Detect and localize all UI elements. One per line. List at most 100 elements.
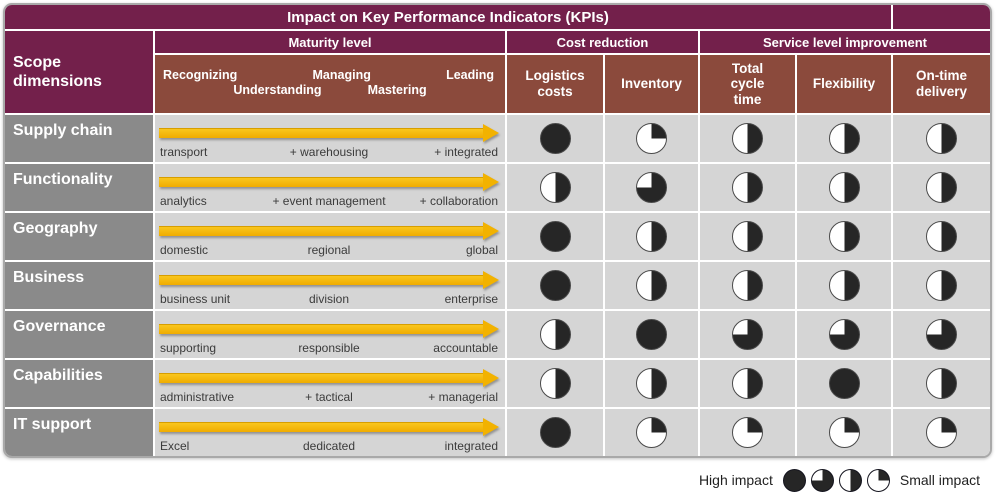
kpi-column-header-on-time-delivery: On-time delivery <box>893 55 990 113</box>
harvey-ball-50 <box>828 123 860 154</box>
scope-row-label-text: Geography <box>13 220 98 237</box>
harvey-ball-50 <box>732 123 763 154</box>
harvey-ball-50 <box>539 319 571 350</box>
kpi-impact-cell <box>507 360 603 407</box>
maturity-arrow <box>159 369 499 387</box>
stage-label-end: integrated <box>444 439 498 453</box>
harvey-ball-25 <box>636 417 667 448</box>
stage-label-start: supporting <box>160 341 217 355</box>
kpi-impact-cell <box>893 164 990 211</box>
kpi-impact-cell <box>507 409 603 456</box>
impact-legend: High impact Small impact <box>699 466 980 494</box>
maturity-level-label: Managing <box>312 68 371 82</box>
kpi-impact-cell <box>893 213 990 260</box>
kpi-impact-cell <box>605 262 698 309</box>
stage-label-mid: division <box>308 292 350 306</box>
high-impact-label: High impact <box>698 472 773 488</box>
kpi-impact-cell <box>797 213 891 260</box>
kpi-impact-cell <box>605 164 698 211</box>
scope-row-label: Business <box>5 262 153 309</box>
maturity-arrow <box>159 222 499 240</box>
stage-label-mid: responsible <box>298 341 360 355</box>
maturity-level-label: Understanding <box>233 83 322 97</box>
kpi-impact-cell <box>700 115 795 162</box>
harvey-ball-100 <box>636 319 667 350</box>
harvey-ball-25 <box>636 123 667 154</box>
maturity-arrow-cell: transport + warehousing + integrated <box>155 115 505 162</box>
harvey-ball-50 <box>732 270 763 301</box>
harvey-ball-50 <box>926 123 957 154</box>
legend-harvey-ball-25 <box>866 468 890 492</box>
arrow-head-icon <box>483 222 499 240</box>
kpi-impact-cell <box>700 311 795 358</box>
arrow-head-icon <box>483 320 499 338</box>
title-spacer-cell <box>893 5 990 29</box>
scope-row-label: Capabilities <box>5 360 153 407</box>
arrow-shaft <box>159 226 483 236</box>
harvey-ball-50 <box>539 368 571 399</box>
kpi-impact-cell <box>797 311 891 358</box>
maturity-arrow-cell: administrative + tactical + managerial <box>155 360 505 407</box>
kpi-impact-cell <box>893 115 990 162</box>
kpi-column-header-flexibility: Flexibility <box>797 55 891 113</box>
kpi-impact-cell <box>700 360 795 407</box>
scope-row-label: IT support <box>5 409 153 456</box>
stage-label-mid: + event management <box>272 194 386 208</box>
maturity-stage-labels: domestic regional global <box>160 243 498 257</box>
kpi-impact-cell <box>605 360 698 407</box>
harvey-ball-100 <box>828 368 860 399</box>
kpi-impact-cell <box>893 311 990 358</box>
scope-dimensions-header: Scope dimensions <box>5 31 153 113</box>
scope-row-label-text: IT support <box>13 416 92 433</box>
maturity-level-header: Maturity level <box>155 31 505 53</box>
service-level-header: Service level improvement <box>700 31 990 53</box>
legend-harvey-ball-100 <box>782 468 806 492</box>
harvey-ball-50 <box>636 368 667 399</box>
maturity-arrow <box>159 173 499 191</box>
scope-row-label: Functionality <box>5 164 153 211</box>
maturity-stage-labels: transport + warehousing + integrated <box>160 145 498 159</box>
maturity-scale-header: Recognizing Managing Leading Understandi… <box>155 55 505 113</box>
legend-harvey-ball-50 <box>838 468 862 492</box>
harvey-ball-100 <box>539 221 571 252</box>
kpi-impact-cell <box>605 409 698 456</box>
scope-row-label-text: Functionality <box>13 171 113 188</box>
stage-label-mid: dedicated <box>302 439 356 453</box>
harvey-ball-100 <box>539 123 571 154</box>
scope-dimensions-label: Scope dimensions <box>13 53 102 90</box>
maturity-level-label: Leading <box>446 68 494 82</box>
kpi-impact-cell <box>507 262 603 309</box>
arrow-head-icon <box>483 271 499 289</box>
maturity-arrow <box>159 418 499 436</box>
harvey-ball-75 <box>926 319 957 350</box>
harvey-ball-50 <box>636 221 667 252</box>
harvey-ball-50 <box>926 221 957 252</box>
kpi-impact-cell <box>797 164 891 211</box>
stage-label-start: domestic <box>160 243 209 257</box>
arrow-head-icon <box>483 418 499 436</box>
kpi-impact-cell <box>605 213 698 260</box>
kpi-impact-cell <box>700 409 795 456</box>
maturity-arrow <box>159 320 499 338</box>
kpi-column-header-total-cycle-time: Total cycle time <box>700 55 795 113</box>
kpi-impact-cell <box>700 164 795 211</box>
arrow-head-icon <box>483 369 499 387</box>
stage-label-mid: regional <box>307 243 351 257</box>
arrow-shaft <box>159 373 483 383</box>
stage-label-end: + integrated <box>434 145 498 159</box>
harvey-ball-100 <box>539 417 571 448</box>
arrow-shaft <box>159 177 483 187</box>
harvey-ball-50 <box>828 172 860 203</box>
kpi-impact-cell <box>507 115 603 162</box>
kpi-impact-cell <box>700 262 795 309</box>
maturity-stage-labels: analytics + event management + collabora… <box>160 194 498 208</box>
stage-label-end: accountable <box>433 341 498 355</box>
maturity-stage-labels: supporting responsible accountable <box>160 341 498 355</box>
maturity-arrow-cell: supporting responsible accountable <box>155 311 505 358</box>
stage-label-mid: + warehousing <box>289 145 369 159</box>
harvey-ball-25 <box>926 417 957 448</box>
harvey-ball-25 <box>828 417 860 448</box>
maturity-stage-labels: business unit division enterprise <box>160 292 498 306</box>
cost-reduction-header: Cost reduction <box>507 31 698 53</box>
kpi-impact-cell <box>605 115 698 162</box>
